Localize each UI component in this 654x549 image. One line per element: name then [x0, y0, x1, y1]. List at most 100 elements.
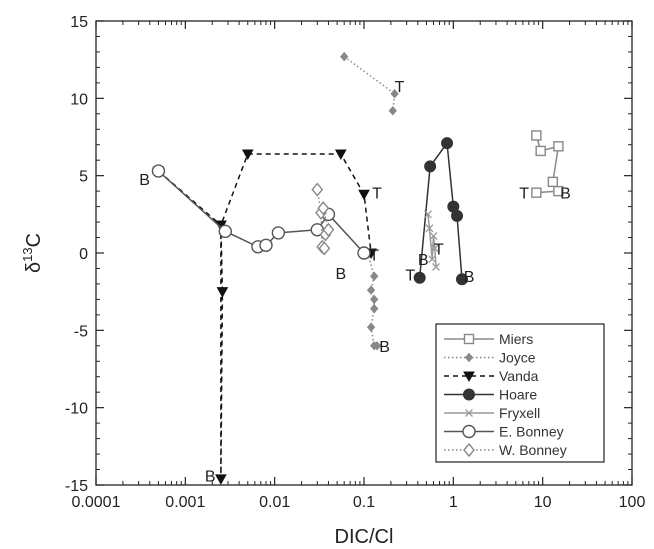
data-point-joyce: [366, 285, 376, 295]
data-point-miers: [531, 130, 542, 141]
annotation-label: T: [372, 186, 382, 203]
legend-item-miers: Miers: [444, 331, 533, 347]
legend-marker: [462, 424, 476, 439]
data-point-joyce: [370, 303, 379, 314]
y-tick-label: -15: [65, 478, 88, 495]
legend-label: W. Bonney: [499, 442, 567, 458]
data-point-joyce: [366, 322, 376, 332]
data-point-e-bonney: [218, 224, 232, 239]
legend-item-vanda: Vanda: [444, 368, 539, 384]
legend-marker: [463, 371, 475, 383]
annotation-label: B: [205, 469, 216, 486]
data-point-e-bonney: [271, 226, 286, 240]
data-point-miers: [547, 176, 559, 188]
series-line-fryxell: [427, 214, 437, 267]
legend-marker: [463, 442, 475, 458]
x-axis-title: DIC/Cl: [335, 526, 394, 548]
data-point-hoare: [413, 271, 426, 284]
legend-label: Fryxell: [499, 405, 540, 421]
data-point-fryxell: [424, 210, 432, 219]
legend-marker: [463, 333, 475, 345]
data-point-vanda: [241, 149, 254, 161]
data-point-joyce: [340, 51, 349, 62]
data-point-miers: [553, 141, 564, 152]
data-point-fryxell: [430, 244, 439, 253]
data-point-hoare: [424, 160, 437, 173]
annotation-label: T: [519, 186, 529, 203]
data-point-joyce: [370, 294, 379, 305]
annotation-label: B: [139, 172, 150, 189]
annotation-label: T: [405, 268, 415, 285]
series-hoare: [413, 137, 468, 286]
data-point-e-bonney: [259, 238, 273, 252]
data-point-vanda: [358, 189, 370, 201]
data-point-w-bonney: [311, 182, 324, 197]
x-tick-label: 0.001: [165, 494, 205, 511]
data-point-e-bonney: [151, 164, 166, 178]
data-point-w-bonney: [317, 201, 330, 216]
annotation-label: B: [418, 252, 429, 269]
data-point-vanda: [216, 287, 229, 298]
data-point-vanda: [334, 149, 347, 161]
data-point-miers: [531, 187, 542, 198]
data-point-fryxell: [428, 255, 437, 264]
data-point-fryxell: [429, 232, 438, 240]
legend-marker: [463, 388, 475, 401]
axis-ticks: 0.0001 0.001 0.01 0.1 1 10 100 -15 -10 -5 0 5 10 15: [65, 14, 646, 511]
series-layer: [151, 51, 564, 485]
data-point-hoare: [455, 273, 468, 286]
data-point-miers: [553, 185, 564, 197]
legend-marker: [464, 352, 474, 363]
legend: Miers Joyce Vanda Hoare Fryxell E. Bonney W. B…: [435, 323, 605, 463]
y-tick-label: -10: [65, 401, 88, 418]
data-point-joyce: [390, 88, 399, 99]
legend-item-fryxell: Fryxell: [444, 405, 540, 421]
legend-item-hoare: Hoare: [444, 387, 537, 403]
series-miers: [531, 130, 564, 198]
series-joyce: [340, 51, 399, 116]
annotation-label: B: [560, 186, 571, 203]
y-tick-label: 10: [70, 91, 88, 108]
data-point-w-bonney: [322, 222, 335, 237]
x-tick-label: 1: [449, 494, 458, 511]
legend-item-w-bonney: W. Bonney: [444, 442, 567, 458]
legend-label: Miers: [499, 331, 533, 347]
annotation-label: T: [395, 79, 405, 96]
x-tick-label: 10: [534, 494, 552, 511]
y-tick-label: 5: [79, 169, 88, 186]
y-tick-label: -5: [74, 323, 88, 340]
data-point-w-bonney: [318, 241, 331, 256]
data-point-joyce: [370, 271, 379, 281]
y-axis-title: δ13C: [20, 233, 45, 273]
x-tick-label: 0.01: [259, 494, 290, 511]
annotation-label: B: [464, 269, 475, 286]
data-point-fryxell: [432, 262, 440, 271]
data-point-hoare: [441, 137, 454, 150]
legend-item-joyce: Joyce: [444, 350, 536, 366]
data-point-fryxell: [425, 224, 434, 233]
data-point-e-bonney: [357, 246, 371, 260]
data-point-joyce: [372, 341, 382, 351]
series-line-hoare: [418, 141, 463, 280]
legend-marker: [465, 409, 473, 417]
y-tick-label: 15: [70, 14, 88, 31]
legend-label: Hoare: [499, 387, 537, 403]
annotation-label: T: [434, 241, 444, 258]
x-tick-label: 0.0001: [72, 494, 121, 511]
data-point-vanda: [215, 474, 227, 485]
data-point-miers: [535, 145, 546, 157]
y-tick-label: 0: [79, 246, 88, 263]
x-tick-label: 100: [619, 494, 646, 511]
x-tick-label: 0.1: [353, 494, 375, 511]
annotation-label: T: [369, 248, 379, 265]
series-line-joyce: [343, 55, 396, 111]
legend-item-e-bonney: E. Bonney: [444, 424, 564, 440]
annotation-label: B: [335, 266, 346, 283]
series-fryxell: [424, 210, 440, 271]
legend-label: Joyce: [499, 350, 536, 366]
data-point-hoare: [451, 209, 464, 222]
legend-label: Vanda: [499, 368, 539, 384]
data-point-joyce: [388, 105, 397, 116]
